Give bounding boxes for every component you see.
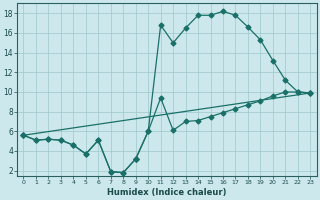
X-axis label: Humidex (Indice chaleur): Humidex (Indice chaleur) xyxy=(107,188,227,197)
